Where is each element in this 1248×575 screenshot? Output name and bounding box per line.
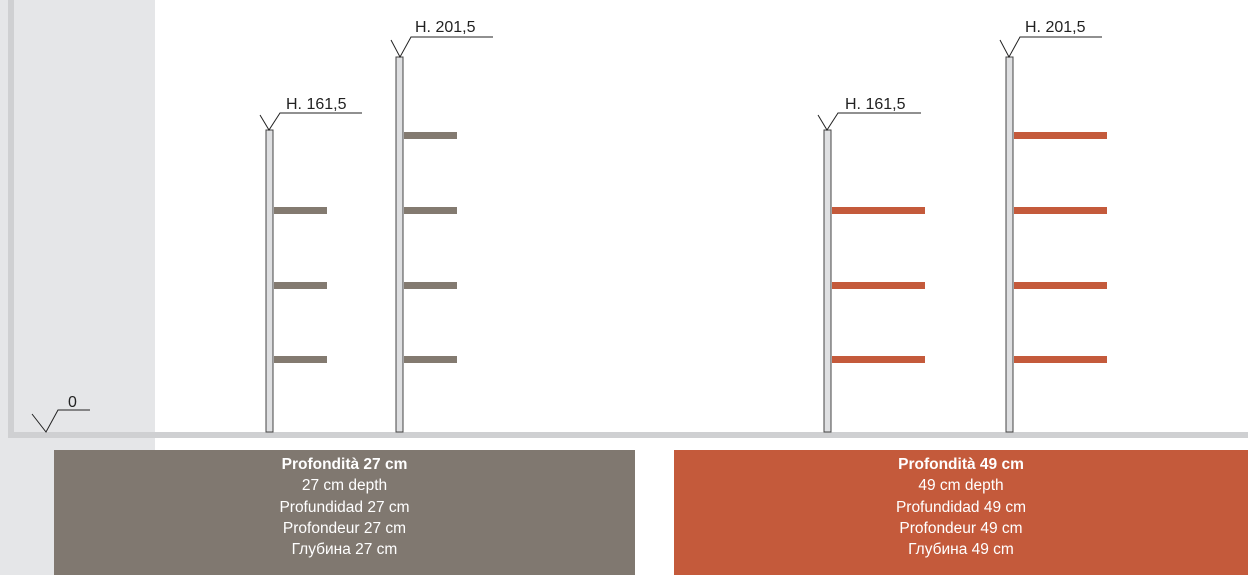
height-label: H. 201,5 [415, 19, 476, 36]
wall-line [8, 0, 14, 438]
shelf [404, 132, 457, 139]
shelf [404, 282, 457, 289]
caption-line-ru: Глубина 49 cm [908, 541, 1014, 559]
shelf [1014, 282, 1107, 289]
floor-level-label: 0 [68, 394, 77, 411]
upright-201-5-red: H. 201,5 [999, 19, 1107, 433]
shelving-drawing: 0 H. 161,5 H. 201,5 [31, 19, 1107, 433]
group-49cm: H. 161,5 H. 201,5 [817, 19, 1107, 433]
shelf [274, 356, 327, 363]
shelf [832, 207, 925, 214]
caption-line-fr: Profondeur 27 cm [282, 519, 407, 537]
caption-line-ru: Глубина 27 cm [291, 541, 398, 559]
height-label: H. 161,5 [286, 96, 347, 113]
floor-line [8, 432, 1248, 438]
shelf [274, 282, 327, 289]
depth-caption-27: Profondità 27 cm 27 cm depth Profundidad… [54, 450, 635, 575]
caption-title: Profondità 49 cm [898, 456, 1024, 473]
shelf [832, 282, 925, 289]
height-marker: H. 161,5 [259, 96, 362, 131]
shelf [404, 356, 457, 363]
shelf [1014, 132, 1107, 139]
floor-level-marker: 0 [31, 394, 90, 433]
caption-line-es: Profundidad 27 cm [279, 498, 410, 516]
shelf [1014, 356, 1107, 363]
depth-caption-49: Profondità 49 cm 49 cm depth Profundidad… [674, 450, 1248, 575]
group-27cm: H. 161,5 H. 201,5 [259, 19, 493, 433]
shelf [274, 207, 327, 214]
caption-line-en: 27 cm depth [301, 477, 388, 495]
upright-161-5-red: H. 161,5 [817, 96, 925, 433]
height-label: H. 161,5 [845, 96, 906, 113]
caption-title: Profondità 27 cm [281, 456, 408, 473]
upright-161-5-gray: H. 161,5 [259, 96, 362, 433]
height-marker: H. 201,5 [999, 19, 1102, 59]
caption-line-es: Profundidad 49 cm [895, 498, 1027, 516]
shelf [1014, 207, 1107, 214]
caption-line-en: 49 cm depth [918, 477, 1004, 495]
shelf [832, 356, 925, 363]
upright-201-5-gray: H. 201,5 [390, 19, 493, 433]
caption-line-fr: Profondeur 49 cm [899, 519, 1023, 537]
shelf [404, 207, 457, 214]
height-label: H. 201,5 [1025, 19, 1086, 36]
height-marker: H. 201,5 [390, 19, 493, 59]
height-marker: H. 161,5 [817, 96, 921, 131]
